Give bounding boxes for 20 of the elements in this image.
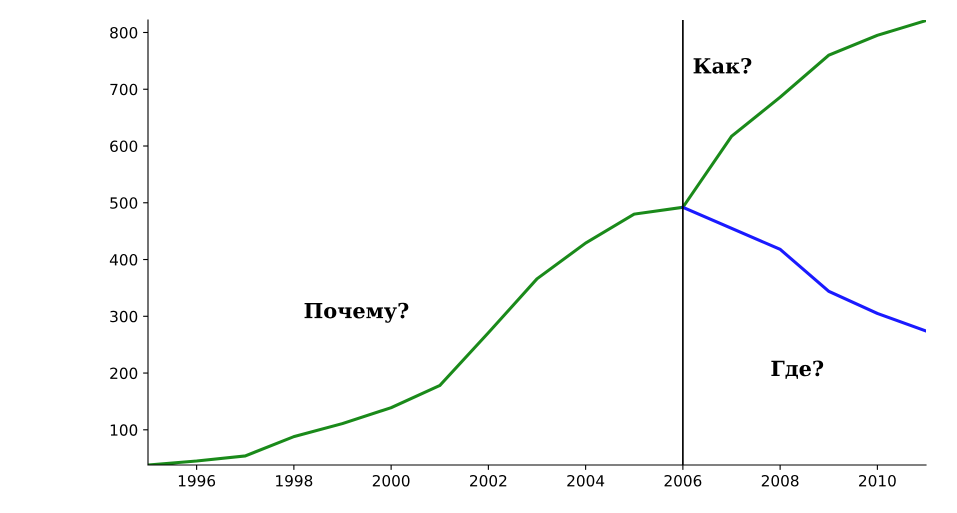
annotation: Где? [771, 360, 824, 379]
x-tick-label: 2008 [762, 474, 799, 487]
y-tick-label: 800 [110, 26, 138, 39]
y-tick-label: 300 [110, 310, 138, 322]
y-tick-label: 200 [110, 368, 138, 380]
y-tick-label: 500 [110, 197, 138, 209]
line-series [681, 206, 926, 333]
y-tick-label: 100 [110, 424, 138, 436]
x-tick-label: 1996 [178, 474, 216, 487]
annotation: Как? [694, 58, 752, 74]
y-tick-label: 700 [110, 84, 138, 96]
x-tick-label: 2010 [859, 474, 896, 487]
x-tick-label: 2006 [664, 474, 702, 487]
x-tick-label: 2002 [470, 474, 506, 487]
x-tick-label: 1998 [276, 474, 312, 487]
annotation: Почему? [304, 302, 408, 323]
x-tick-label: 2004 [567, 474, 604, 487]
y-tick-label: 400 [110, 254, 138, 266]
y-tick-label: 600 [110, 140, 138, 152]
x-tick-label: 2000 [372, 474, 410, 487]
